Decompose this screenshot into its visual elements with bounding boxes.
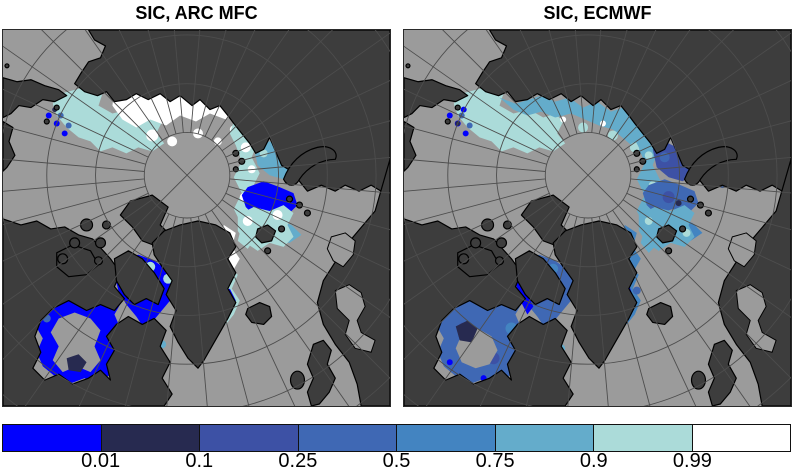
land-svalbard-island (264, 247, 272, 255)
ice-bright-speck (45, 112, 52, 119)
colorbar-segment-0 (3, 425, 102, 451)
ice-medium-speck (659, 152, 670, 163)
map-ecmwf (404, 30, 791, 406)
panel-title-ecmwf: SIC, ECMWF (543, 3, 652, 23)
land-iceland (245, 301, 273, 326)
map-arc-mfc (3, 30, 390, 406)
colorbar-tick-label: 0.25 (278, 450, 318, 472)
panel-title-arc-mfc: SIC, ARC MFC (135, 3, 258, 23)
colorbar-tick-label: 0.75 (475, 450, 515, 472)
land-arctic-island (80, 218, 94, 232)
colorbar-tick-label: 0.5 (382, 450, 411, 472)
ice-white-speck (599, 120, 606, 127)
colorbar-tick-label: 0.01 (81, 450, 121, 472)
land-svalbard-island (277, 225, 286, 233)
land-arctic-island (101, 220, 112, 230)
land-arctic-island (94, 237, 107, 249)
graticule (404, 30, 791, 406)
map-panel-arc-mfc (2, 29, 391, 407)
land-north-america (3, 218, 173, 406)
land-novaya-zemlya (282, 146, 337, 186)
ice-pale-speck (578, 122, 589, 133)
ice-white-speck (242, 216, 253, 226)
ice-siberian-teal-band (499, 95, 655, 162)
land-franz-josef (285, 195, 294, 203)
colorbar (2, 424, 791, 452)
sea-white-sea (326, 232, 356, 268)
ice-bright-speck (446, 112, 453, 119)
ice-medium-speck (65, 122, 72, 129)
land-arctic-island (93, 256, 104, 266)
colorbar-tick-label: 0.99 (672, 450, 712, 472)
colorbar-segment-1 (101, 425, 200, 451)
colorbar-segment-6 (594, 425, 693, 451)
colorbar-segment-4 (397, 425, 496, 451)
land-franz-josef (303, 209, 312, 217)
ice-medium-speck (466, 122, 473, 129)
land-bering-island (43, 118, 50, 125)
ice-white-speck (167, 136, 178, 147)
colorbar-segment-5 (495, 425, 594, 451)
colorbar-segment-3 (298, 425, 397, 451)
colorbar-segment-7 (692, 425, 790, 451)
ice-navy-speck (675, 200, 682, 207)
colorbar-ticks: 0.01 0.1 0.25 0.5 0.75 0.9 0.99 (2, 450, 791, 476)
ice-bright-speck (462, 130, 469, 137)
colorbar-tick-label: 0.9 (579, 450, 608, 472)
ice-white-speck (146, 129, 159, 142)
graticule (3, 30, 390, 406)
colorbar-segment-2 (200, 425, 299, 451)
land-alaska-coast (3, 120, 16, 172)
ice-pale-speck (644, 151, 653, 160)
ice-pale-speck (607, 130, 618, 141)
ice-laptev-tongue (229, 121, 260, 249)
land-coastal-islet (4, 63, 10, 69)
land-bering-island (53, 104, 60, 111)
ice-hudson-open-water (50, 312, 101, 373)
ice-white-speck (272, 210, 283, 220)
land-ireland (289, 370, 306, 390)
sea-gulf-of-bothnia (334, 284, 376, 353)
ice-bright-speck (61, 130, 68, 137)
colorbar-tick-label: 0.1 (185, 450, 214, 472)
land-arctic-island (69, 237, 81, 249)
map-panel-ecmwf (403, 29, 792, 407)
land-alaska (3, 77, 68, 119)
ice-bright-speck (446, 359, 453, 366)
ice-hudson-navy (455, 320, 478, 343)
ice-hudson-navy (66, 354, 87, 373)
ice-medium-speck (632, 286, 641, 295)
